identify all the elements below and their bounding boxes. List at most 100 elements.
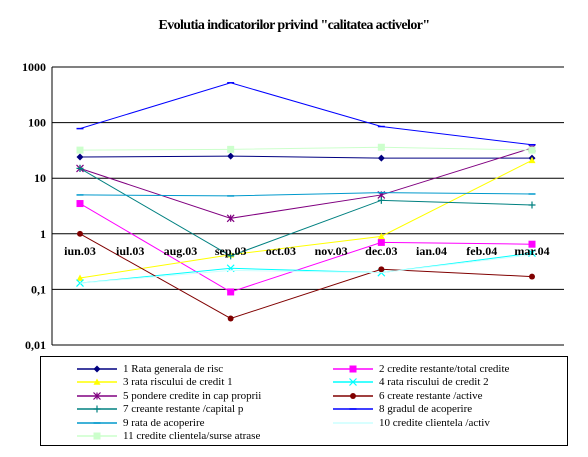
legend-item: 2 credite restante/total credite — [333, 362, 509, 375]
data-point — [76, 274, 84, 281]
legend-label: 11 credite clientela/surse atrase — [123, 430, 261, 442]
x-tick-label: mar.04 — [514, 244, 549, 258]
data-point — [378, 266, 385, 273]
legend-swatch — [77, 405, 117, 413]
x-tick-labels: iun.03 iul.03 aug.03 sep.03 oct.03 nov.03 dec.… — [64, 244, 549, 258]
x-tick-label: feb.04 — [466, 244, 497, 258]
legend-label: 1 Rata generala de risc — [123, 362, 224, 375]
legend-label: 3 rata riscului de credit 1 — [123, 376, 233, 388]
series-layer — [76, 82, 536, 322]
legend-label: 7 creante restante /capital p — [123, 403, 244, 415]
legend-swatch — [333, 365, 373, 372]
series-7 — [76, 164, 536, 260]
data-point — [350, 392, 356, 399]
data-point — [76, 279, 84, 287]
series-line — [79, 192, 533, 197]
legend-item: 3 rata riscului de credit 1 — [77, 376, 233, 389]
data-point — [227, 288, 235, 296]
data-point — [377, 232, 385, 240]
legend-item: 5 pondere credite in cap proprii — [77, 389, 261, 402]
data-point — [528, 201, 536, 209]
x-tick-label: aug.03 — [164, 244, 198, 258]
x-tick-label: sep.03 — [215, 244, 247, 258]
y-tick-label: 0,01 — [25, 338, 46, 352]
y-tick-label: 100 — [28, 116, 46, 130]
legend-swatch — [333, 378, 373, 386]
series-6 — [77, 230, 535, 322]
x-tick-label: iul.03 — [116, 244, 144, 258]
legend-swatch — [77, 391, 117, 400]
data-point — [227, 145, 235, 153]
series-1 — [76, 152, 536, 162]
data-point — [76, 153, 84, 161]
series-line — [79, 167, 533, 257]
y-tick-label: 10 — [34, 171, 46, 185]
series-2 — [76, 200, 536, 296]
legend-label: 8 gradul de acoperire — [379, 403, 473, 415]
data-point — [377, 196, 385, 204]
data-point — [227, 152, 235, 160]
data-point — [377, 154, 385, 162]
data-point — [377, 238, 385, 246]
series-line — [79, 147, 533, 219]
series-line — [79, 159, 533, 279]
x-tick-label: dec.03 — [365, 244, 397, 258]
chart-plot-area: 0,01 0,1 1 10 100 1000 iun.03 iul.03 aug.03 sep.… — [22, 60, 564, 352]
data-point — [93, 378, 101, 385]
series-11 — [76, 143, 536, 154]
series-line — [79, 252, 533, 284]
data-point — [76, 164, 84, 172]
data-point — [93, 405, 101, 413]
legend-label: 2 credite restante/total credite — [379, 362, 510, 375]
x-tick-label: nov.03 — [315, 244, 348, 258]
legend-item: 1 Rata generala de risc — [77, 362, 223, 375]
x-tick-label: ian.04 — [416, 244, 447, 258]
data-point — [93, 432, 101, 440]
chart-title: Evolutia indicatorilor privind "calitate… — [158, 18, 430, 33]
data-point — [76, 200, 84, 208]
data-point — [93, 391, 101, 400]
data-point — [227, 252, 235, 260]
data-point — [93, 365, 101, 372]
series-8 — [76, 82, 536, 146]
legend-item: 8 gradul de acoperire — [333, 403, 472, 416]
legend-item: 9 rata de acoperire — [77, 416, 205, 429]
legend-swatch — [333, 392, 373, 399]
legend-swatch — [77, 421, 117, 424]
series-line — [79, 254, 533, 284]
data-point — [529, 273, 535, 280]
legend-item: 10 credite clientela /activ — [333, 416, 490, 429]
chart-legend: 1 Rata generala de risc 2 credite restant… — [40, 356, 568, 446]
y-tick-label: 1000 — [22, 60, 46, 74]
series-line — [79, 146, 533, 151]
series-9 — [76, 191, 536, 197]
legend-swatch — [77, 432, 117, 440]
y-tick-labels: 0,01 0,1 1 10 100 1000 — [22, 60, 46, 352]
y-tick-label: 0,1 — [31, 282, 46, 296]
data-point — [226, 214, 235, 223]
data-point — [349, 378, 357, 386]
legend-label: 10 credite clientela /activ — [379, 416, 490, 429]
series-10 — [79, 254, 533, 284]
x-tick-label: oct.03 — [266, 244, 296, 258]
legend-swatch — [77, 365, 117, 372]
data-point — [528, 156, 536, 164]
legend-item: 11 credite clientela/surse atrase — [77, 430, 260, 443]
legend-item: 7 creante restante /capital p — [77, 403, 243, 416]
data-point — [227, 315, 234, 322]
x-tick-label: iun.03 — [64, 244, 96, 258]
data-point — [528, 240, 536, 248]
y-tick-label: 1 — [40, 227, 46, 241]
legend-label: 4 rata riscului de credit 2 — [379, 376, 489, 388]
series-line — [79, 233, 533, 320]
legend-item: 6 create restante /active — [333, 389, 483, 402]
legend-item: 4 rata riscului de credit 2 — [333, 376, 489, 389]
data-point — [76, 146, 84, 154]
series-line — [79, 155, 532, 159]
legend-label: 6 create restante /active — [379, 389, 483, 402]
legend-label: 5 pondere credite in cap proprii — [123, 389, 262, 402]
legend-label: 9 rata de acoperire — [123, 416, 205, 429]
series-line — [79, 203, 533, 293]
data-point — [377, 143, 385, 151]
legend-swatch — [333, 408, 373, 410]
